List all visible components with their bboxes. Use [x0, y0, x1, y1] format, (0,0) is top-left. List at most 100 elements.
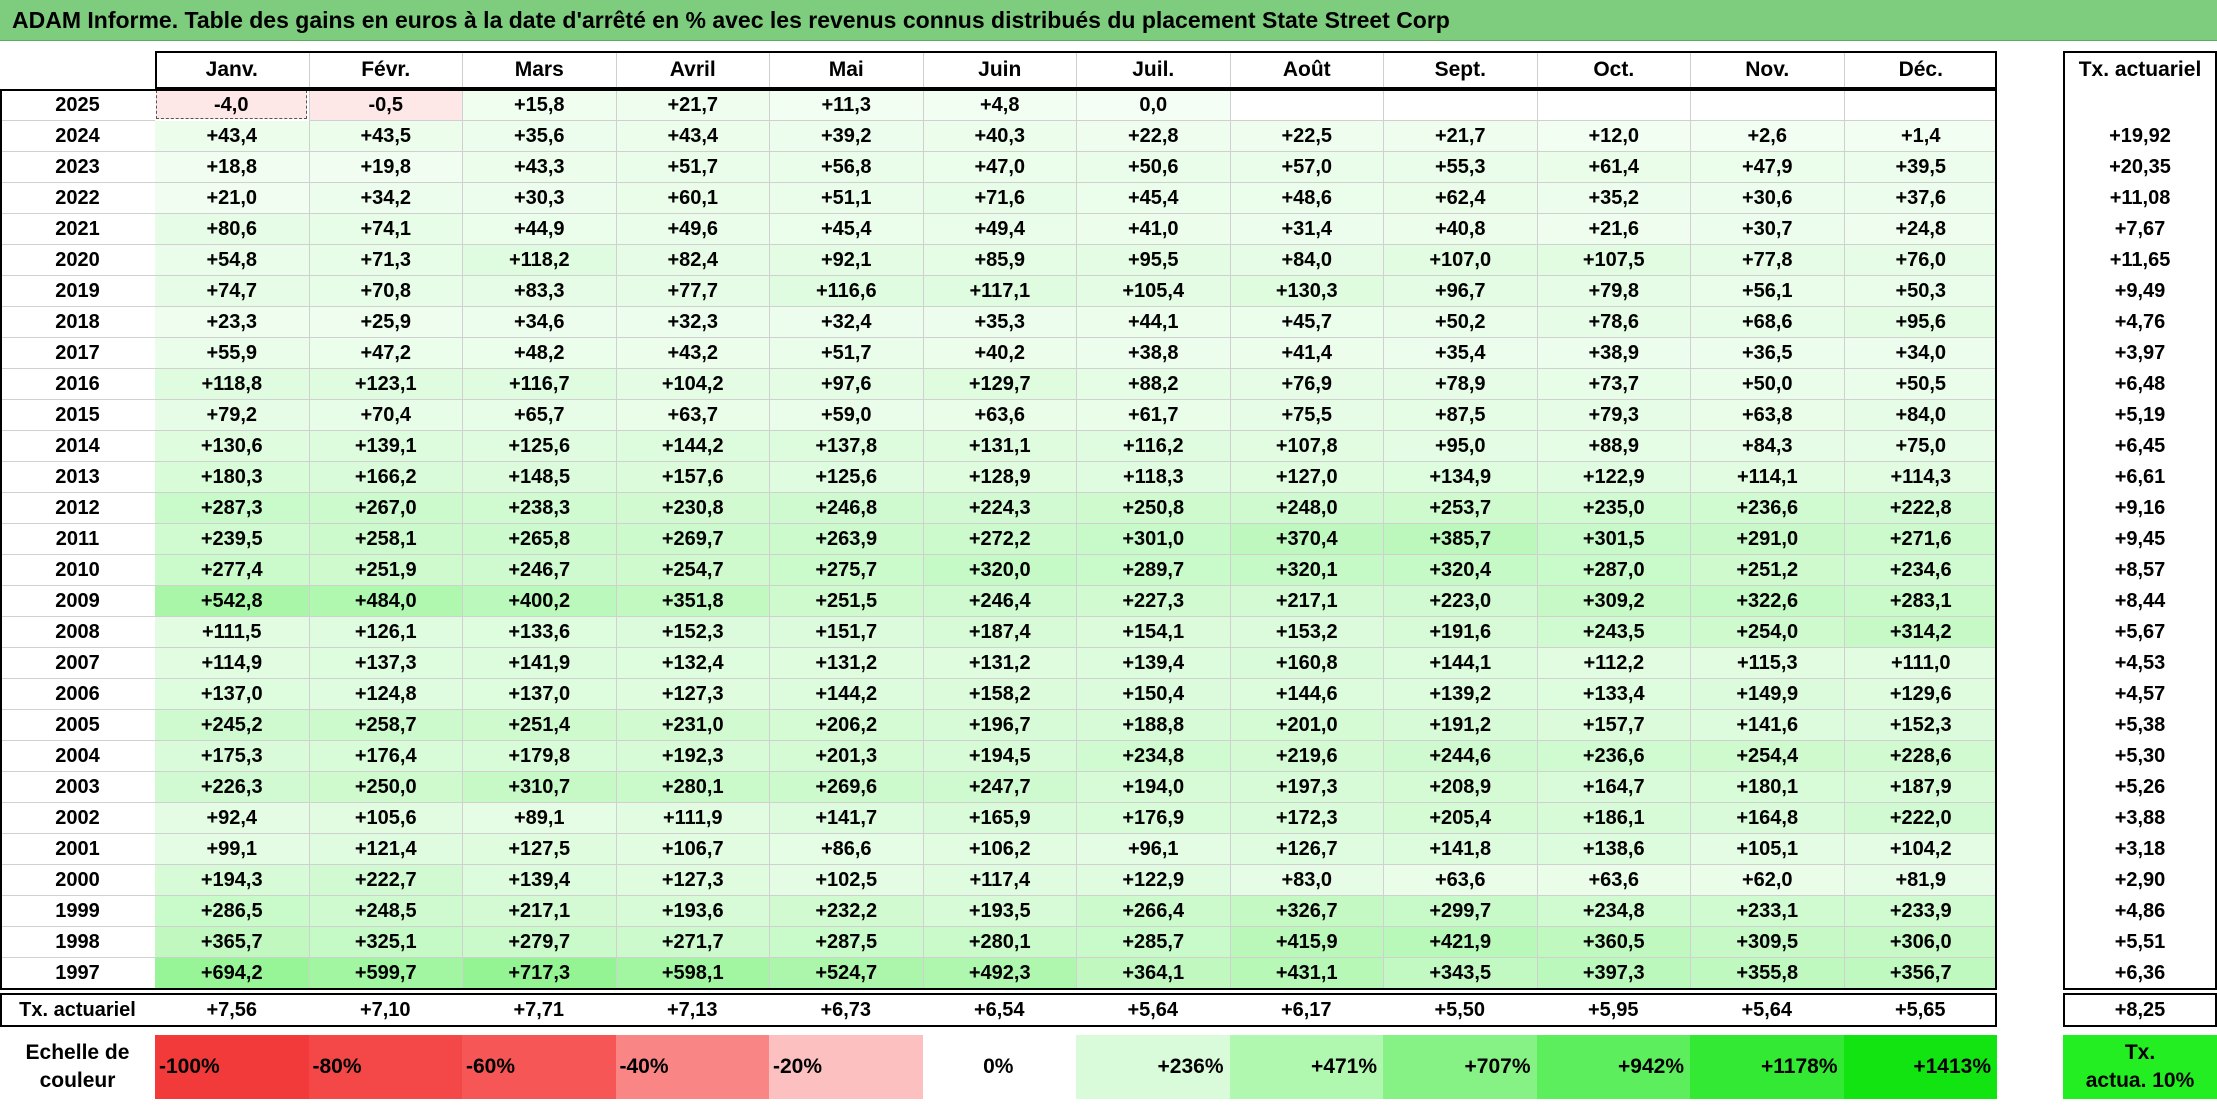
- table-cell: +68,6: [1690, 307, 1844, 338]
- table-cell: +30,7: [1690, 214, 1844, 245]
- table-cell: +248,0: [1229, 493, 1383, 524]
- rate-cell: +4,57: [2114, 683, 2166, 705]
- footer-cell: +7,71: [513, 999, 565, 1021]
- table-cell: +269,7: [615, 524, 769, 555]
- table-cell: [1229, 90, 1383, 121]
- table-cell: +247,7: [922, 772, 1076, 803]
- row-year: 2011: [0, 524, 155, 555]
- table-cell: +193,6: [615, 896, 769, 927]
- table-cell: +217,1: [1229, 586, 1383, 617]
- table-cell: [1690, 90, 1844, 121]
- table-cell: +24,8: [1843, 214, 1997, 245]
- table-cell: +41,0: [1076, 214, 1230, 245]
- table-cell: +37,6: [1843, 183, 1997, 214]
- table-cell: +87,5: [1383, 400, 1537, 431]
- table-cell: +233,9: [1843, 896, 1997, 927]
- table-cell: +144,1: [1383, 648, 1537, 679]
- table-cell: +201,0: [1229, 710, 1383, 741]
- row-year: 2015: [0, 400, 155, 431]
- table-cell: +157,6: [615, 462, 769, 493]
- table-cell: +299,7: [1383, 896, 1537, 927]
- table-cell: +55,3: [1383, 152, 1537, 183]
- table-cell: +322,6: [1690, 586, 1844, 617]
- table-cell: +81,9: [1843, 865, 1997, 896]
- table-cell: +431,1: [1229, 958, 1383, 989]
- table-cell: +88,9: [1536, 431, 1690, 462]
- table-cell: +23,3: [155, 307, 309, 338]
- rate-cell: +4,76: [2114, 311, 2166, 333]
- table-cell: +114,3: [1843, 462, 1997, 493]
- table-cell: +43,4: [155, 121, 309, 152]
- table-cell: +320,0: [922, 555, 1076, 586]
- column-header: Déc.: [1843, 51, 1998, 89]
- table-cell: +287,3: [155, 493, 309, 524]
- table-cell: +70,4: [308, 400, 462, 431]
- column-header: Févr.: [308, 51, 463, 89]
- table-cell: +166,2: [308, 462, 462, 493]
- table-cell: +76,0: [1843, 245, 1997, 276]
- table-cell: +176,9: [1076, 803, 1230, 834]
- table-cell: +71,6: [922, 183, 1076, 214]
- row-year: 2019: [0, 276, 155, 307]
- column-header: Juin: [922, 51, 1077, 89]
- table-cell: +191,2: [1383, 710, 1537, 741]
- table-cell: +286,5: [155, 896, 309, 927]
- table-cell: +151,7: [769, 617, 923, 648]
- table-cell: +139,1: [308, 431, 462, 462]
- row-year: 2025: [0, 90, 155, 121]
- table-cell: +118,3: [1076, 462, 1230, 493]
- table-cell: +116,2: [1076, 431, 1230, 462]
- table-cell: +231,0: [615, 710, 769, 741]
- table-cell: +59,0: [769, 400, 923, 431]
- table-cell: +39,5: [1843, 152, 1997, 183]
- table-cell: +104,2: [1843, 834, 1997, 865]
- table-cell: +74,7: [155, 276, 309, 307]
- row-year: 2017: [0, 338, 155, 369]
- table-cell: +106,2: [922, 834, 1076, 865]
- table-cell: +175,3: [155, 741, 309, 772]
- table-cell: +164,8: [1690, 803, 1844, 834]
- legend-step: -20%: [769, 1035, 923, 1099]
- table-cell: +275,7: [769, 555, 923, 586]
- table-cell: +84,3: [1690, 431, 1844, 462]
- table-cell: +201,3: [769, 741, 923, 772]
- table-cell: +415,9: [1229, 927, 1383, 958]
- table-cell: +283,1: [1843, 586, 1997, 617]
- table-cell: +105,4: [1076, 276, 1230, 307]
- rate-cell: +11,65: [2109, 249, 2171, 271]
- row-year: 1997: [0, 958, 155, 989]
- table-cell: +246,7: [462, 555, 616, 586]
- column-header: Mars: [462, 51, 616, 89]
- table-cell: +492,3: [922, 958, 1076, 989]
- table-cell: +291,0: [1690, 524, 1844, 555]
- table-cell: +301,5: [1536, 524, 1690, 555]
- table-cell: +188,8: [1076, 710, 1230, 741]
- table-cell: +251,9: [308, 555, 462, 586]
- legend-step: +1413%: [1843, 1035, 1997, 1099]
- table-cell: +598,1: [615, 958, 769, 989]
- row-year: 1999: [0, 896, 155, 927]
- table-cell: +141,8: [1383, 834, 1537, 865]
- table-cell: +287,5: [769, 927, 923, 958]
- table-cell: +365,7: [155, 927, 309, 958]
- table-cell: +62,4: [1383, 183, 1537, 214]
- column-header: Janv.: [205, 58, 258, 81]
- rate-cell: +5,67: [2114, 621, 2166, 643]
- table-cell: +19,8: [308, 152, 462, 183]
- table-cell: +74,1: [308, 214, 462, 245]
- table-cell: +269,6: [769, 772, 923, 803]
- table-cell: +164,7: [1536, 772, 1690, 803]
- table-cell: +139,2: [1383, 679, 1537, 710]
- table-cell: +79,3: [1536, 400, 1690, 431]
- table-cell: +75,5: [1229, 400, 1383, 431]
- table-cell: +15,8: [462, 90, 616, 121]
- rate-cell: +6,45: [2114, 435, 2166, 457]
- rate-cell: +5,38: [2114, 714, 2166, 736]
- rate-cell: +6,36: [2114, 962, 2166, 984]
- footer-cell: +6,54: [973, 999, 1025, 1021]
- table-cell: +194,5: [922, 741, 1076, 772]
- table-cell: +97,6: [769, 369, 923, 400]
- legend-step: 0%: [922, 1035, 1076, 1099]
- table-cell: +38,8: [1076, 338, 1230, 369]
- rate-cell: +3,18: [2114, 838, 2166, 860]
